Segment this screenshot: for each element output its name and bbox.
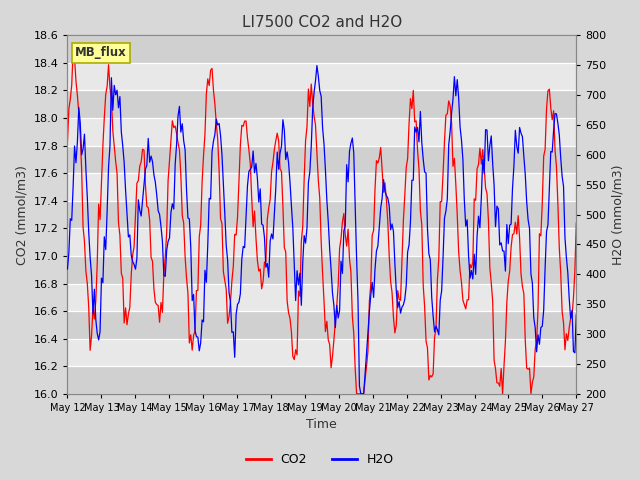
- Bar: [67, 145, 576, 173]
- Bar: [67, 63, 576, 91]
- Bar: [67, 201, 576, 228]
- Y-axis label: H2O (mmol/m3): H2O (mmol/m3): [612, 164, 625, 265]
- Bar: [67, 311, 576, 339]
- Bar: [67, 228, 576, 256]
- Bar: [67, 256, 576, 284]
- Bar: [67, 118, 576, 145]
- Legend: CO2, H2O: CO2, H2O: [241, 448, 399, 471]
- X-axis label: Time: Time: [307, 419, 337, 432]
- Y-axis label: CO2 (mmol/m3): CO2 (mmol/m3): [15, 165, 28, 264]
- Bar: [67, 91, 576, 118]
- Bar: [67, 366, 576, 394]
- Bar: [67, 173, 576, 201]
- Title: LI7500 CO2 and H2O: LI7500 CO2 and H2O: [242, 15, 402, 30]
- Text: MB_flux: MB_flux: [75, 46, 127, 59]
- Bar: [67, 339, 576, 366]
- Bar: [67, 36, 576, 63]
- Bar: [67, 284, 576, 311]
